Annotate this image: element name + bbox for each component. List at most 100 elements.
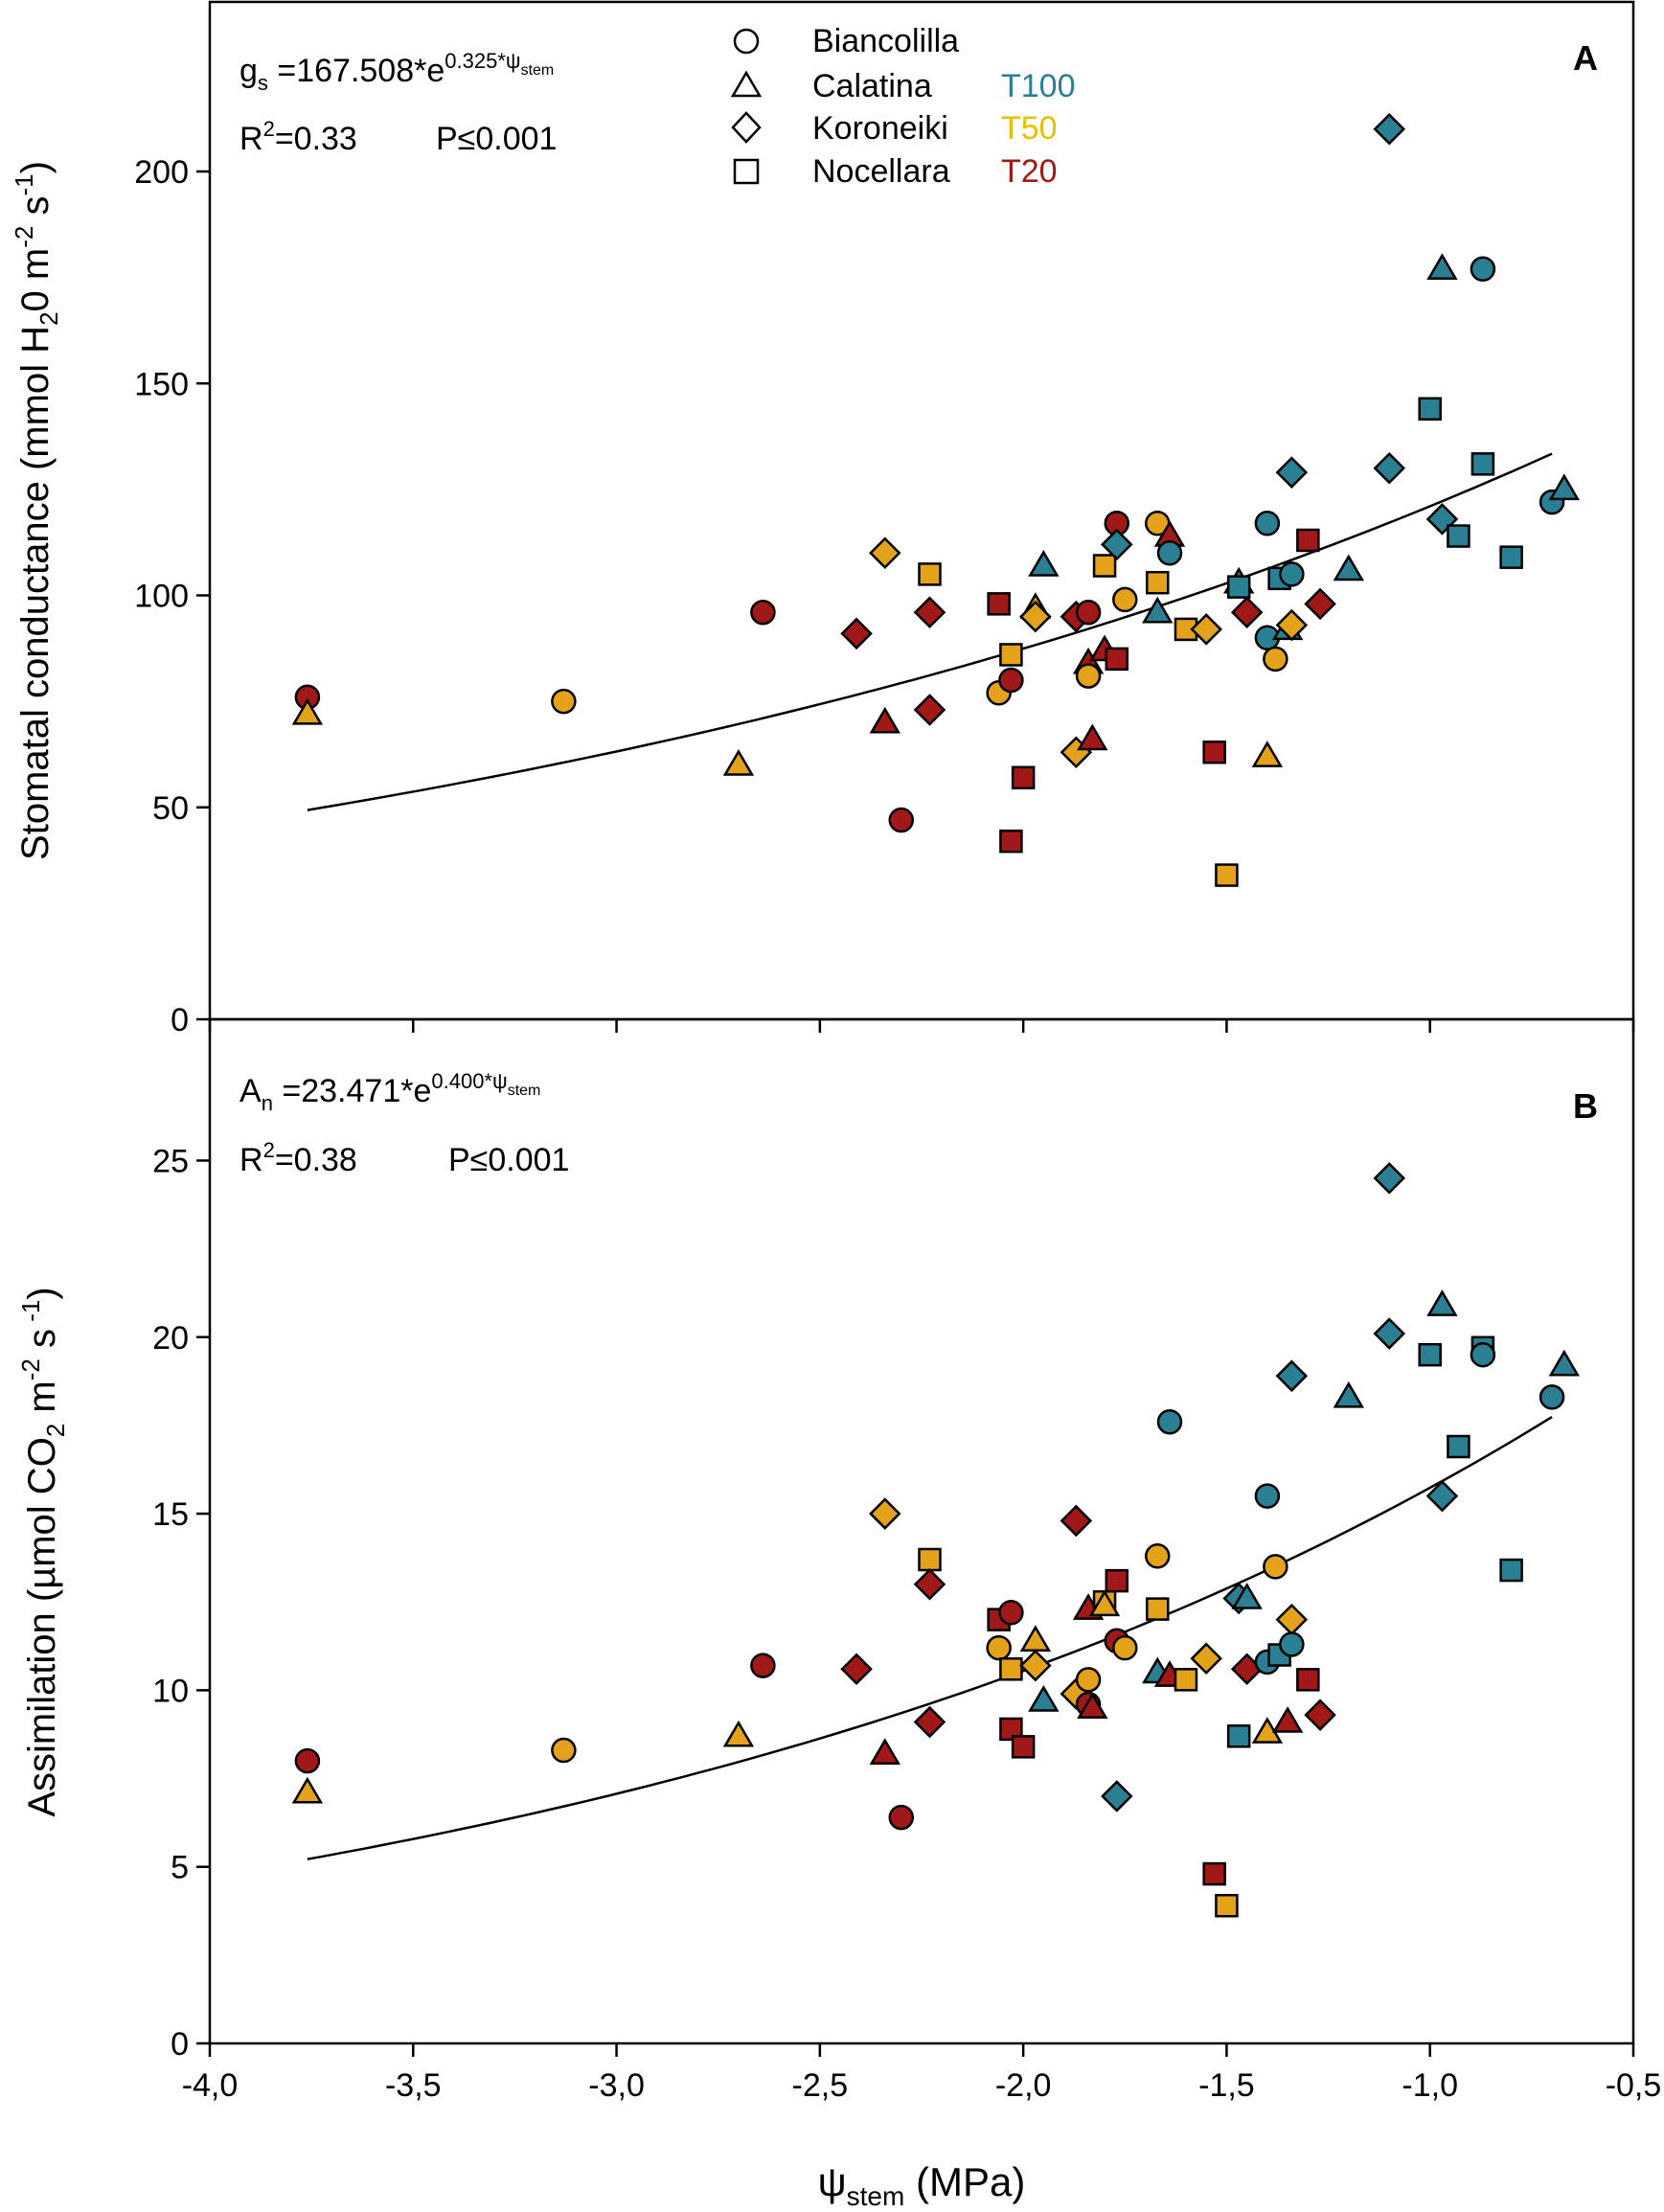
data-point-circle-t100 xyxy=(1254,1483,1281,1509)
y-tick-label: 100 xyxy=(134,579,189,615)
data-point-triangle-t100 xyxy=(1142,596,1174,624)
panel-a-y-axis-label: Stomatal conductance (mmol H20 m-2 s-1) xyxy=(10,161,63,860)
panel-a-r-squared: R2=0.33 xyxy=(239,117,357,157)
data-point-circle-t50 xyxy=(1075,1667,1102,1693)
legend-nocellara: Nocellara xyxy=(812,153,950,190)
data-point-square-t20 xyxy=(999,829,1023,854)
data-point-square-t50 xyxy=(999,1657,1023,1681)
data-point-diamond-t100 xyxy=(1101,528,1133,561)
panel-a-equation: gs =167.508*e0.325*ψstem xyxy=(239,49,554,95)
data-point-square-t100 xyxy=(1470,452,1495,476)
data-point-square-t50 xyxy=(1215,863,1239,887)
panel-a-points xyxy=(291,112,1580,887)
data-point-square-t100 xyxy=(1447,524,1470,548)
data-point-square-t50 xyxy=(1215,1893,1239,1918)
y-tick-label: 10 xyxy=(152,1673,189,1709)
data-point-square-t20 xyxy=(1011,765,1036,790)
data-point-triangle-t100 xyxy=(1548,1349,1580,1377)
data-point-triangle-t20 xyxy=(1077,1692,1108,1720)
legend-koroneiki: Koroneiki xyxy=(812,110,948,147)
x-tick-label: -3,0 xyxy=(588,2067,645,2104)
data-point-diamond-t50 xyxy=(869,536,901,570)
data-point-diamond-t100 xyxy=(1425,1479,1459,1513)
data-point-square-t20 xyxy=(1202,740,1226,764)
panel-b-points xyxy=(291,1162,1580,1918)
data-point-circle-t100 xyxy=(1470,1341,1496,1368)
legend-circle-marker xyxy=(733,28,760,55)
data-point-square-t50 xyxy=(999,643,1023,667)
data-point-triangle-t100 xyxy=(1028,550,1060,577)
data-point-diamond-t20 xyxy=(840,617,873,650)
data-point-square-t100 xyxy=(1499,545,1523,569)
data-point-diamond-t100 xyxy=(1275,1359,1309,1393)
data-point-circle-t20 xyxy=(750,1653,776,1678)
data-point-circle-t100 xyxy=(1539,1384,1565,1410)
panel-a-fit-curve xyxy=(307,452,1553,811)
data-point-diamond-t50 xyxy=(1275,1603,1309,1636)
y-tick-label: 0 xyxy=(171,2026,189,2063)
x-tick-label: -3,5 xyxy=(385,2067,442,2104)
panel-b-p-value: P≤0.001 xyxy=(448,1142,569,1178)
data-point-square-t20 xyxy=(1105,1568,1129,1593)
data-point-circle-t20 xyxy=(294,1747,321,1774)
x-tick-label: -2,5 xyxy=(792,2067,849,2104)
data-point-circle-t20 xyxy=(750,599,776,626)
data-point-diamond-t100 xyxy=(1101,1780,1133,1813)
data-point-diamond-t20 xyxy=(1060,1504,1093,1538)
legend-t20: T20 xyxy=(1001,153,1058,190)
data-point-circle-t20 xyxy=(998,667,1024,694)
panel-b-ticks: 0 5 10 15 20 25 -4,0 -3,5 -3,0 -2,5 -2,0 -1,5 -1,0 -0… xyxy=(152,1143,1661,2104)
data-point-triangle-t100 xyxy=(1548,473,1580,501)
data-point-square-t100 xyxy=(1499,1558,1523,1583)
legend-diamond-marker xyxy=(731,111,762,144)
legend: Biancolilla Calatina Koroneiki Nocellara… xyxy=(730,23,1076,190)
data-point-square-t20 xyxy=(1296,1668,1320,1692)
data-point-diamond-t50 xyxy=(1019,1649,1052,1682)
panel-b-r-squared: R2=0.38 xyxy=(239,1138,357,1178)
data-point-diamond-t20 xyxy=(1304,587,1336,621)
data-point-square-t20 xyxy=(1296,528,1320,553)
legend-square-marker xyxy=(733,158,760,185)
data-point-circle-t50 xyxy=(551,1737,577,1764)
data-point-diamond-t50 xyxy=(1190,613,1222,646)
x-tick-label: -4,0 xyxy=(182,2067,239,2104)
data-point-triangle-t50 xyxy=(722,1720,755,1747)
data-point-square-t100 xyxy=(1447,1434,1470,1459)
data-point-square-t100 xyxy=(1226,575,1251,599)
data-point-diamond-t50 xyxy=(1019,600,1052,633)
y-tick-label: 5 xyxy=(171,1850,189,1886)
data-point-triangle-t20 xyxy=(1077,723,1108,751)
data-point-triangle-t100 xyxy=(1426,1289,1458,1316)
panel-b-y-axis-label: Assimilation (µmol CO2 m-2 s -1) xyxy=(16,1287,70,1816)
data-point-square-t50 xyxy=(1092,554,1117,578)
data-point-circle-t20 xyxy=(888,807,915,833)
legend-t50: T50 xyxy=(1001,110,1058,147)
data-point-circle-t50 xyxy=(986,1634,1012,1661)
data-point-diamond-t20 xyxy=(1230,596,1264,628)
legend-calatina: Calatina xyxy=(812,68,932,104)
panel-a-stomatal-conductance: 0 50 100 150 200 gs =167.508*e0.325*ψstem R2… xyxy=(10,0,1635,1038)
data-point-circle-t50 xyxy=(1112,586,1138,613)
legend-t100: T100 xyxy=(1001,68,1076,104)
data-point-square-t20 xyxy=(1202,1861,1226,1886)
data-point-diamond-t20 xyxy=(913,1705,946,1739)
data-point-triangle-t50 xyxy=(291,1776,324,1804)
panel-a-letter: A xyxy=(1573,38,1598,78)
x-tick-label: -2,0 xyxy=(995,2067,1052,2104)
data-point-circle-t50 xyxy=(1145,1543,1171,1569)
data-point-diamond-t100 xyxy=(1275,456,1309,489)
legend-triangle-marker xyxy=(730,70,763,98)
data-point-circle-t100 xyxy=(1470,256,1496,283)
y-tick-label: 20 xyxy=(152,1320,189,1357)
panel-b-fit-curve xyxy=(307,1416,1553,1860)
data-point-square-t100 xyxy=(1418,397,1442,422)
y-tick-label: 150 xyxy=(134,366,189,402)
data-point-triangle-t100 xyxy=(1426,253,1458,281)
x-tick-label: -1,0 xyxy=(1402,2067,1458,2104)
data-point-triangle-t100 xyxy=(1028,1684,1060,1712)
data-point-triangle-t20 xyxy=(869,1738,900,1765)
data-point-diamond-t50 xyxy=(1190,1642,1222,1675)
data-point-circle-t20 xyxy=(888,1804,915,1831)
y-tick-label: 15 xyxy=(152,1496,189,1533)
